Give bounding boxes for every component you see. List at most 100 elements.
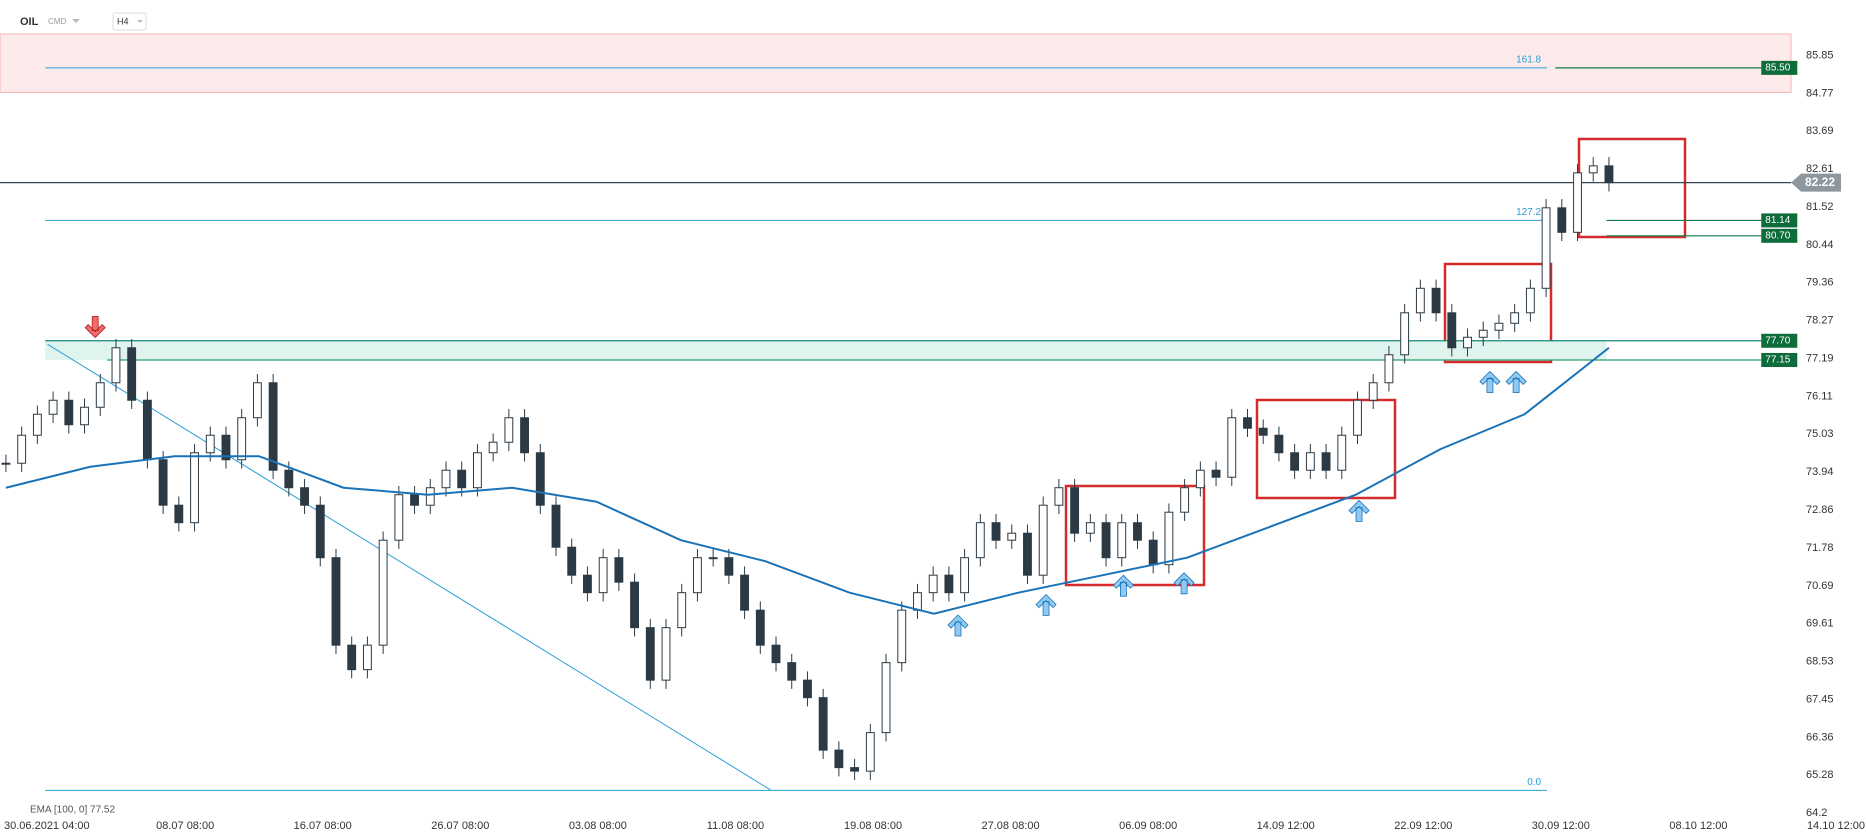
candle [221, 434, 231, 461]
y-tick-label: 71.78 [1806, 542, 1834, 554]
resistance-zone [0, 33, 1792, 93]
y-tick-label: 77.19 [1806, 353, 1834, 365]
candle [394, 494, 404, 541]
candle [1290, 452, 1300, 471]
y-tick-label: 82.61 [1806, 163, 1834, 175]
annotation-box [1255, 398, 1397, 500]
candle [1478, 329, 1488, 338]
x-tick-label: 22.09 12:00 [1394, 820, 1452, 832]
candle [17, 434, 27, 464]
candle [755, 609, 765, 646]
candle [127, 347, 137, 401]
candle [362, 644, 372, 671]
candle [1133, 522, 1142, 541]
candle [897, 609, 907, 664]
candle [1148, 539, 1158, 566]
level-tag [1761, 60, 1798, 75]
candle [1, 462, 11, 465]
candle [457, 469, 467, 489]
candle [551, 504, 561, 548]
candle [913, 592, 922, 611]
candle [1557, 207, 1567, 233]
y-tick-label: 64.2 [1806, 807, 1827, 819]
candle [80, 406, 89, 426]
candle [1117, 522, 1127, 559]
candle [787, 662, 797, 681]
candle [567, 546, 577, 576]
candle [803, 679, 812, 699]
y-tick-label: 81.52 [1806, 201, 1834, 213]
candle [237, 417, 247, 461]
candle [771, 644, 781, 664]
level-tag [1761, 228, 1798, 243]
candle [95, 382, 105, 408]
y-tick-label: 72.86 [1806, 504, 1834, 516]
candle [472, 452, 482, 489]
candle [740, 574, 750, 611]
level-tag [1761, 353, 1798, 368]
candle [850, 767, 860, 772]
interval-button[interactable] [112, 12, 147, 31]
y-tick-label: 84.77 [1806, 87, 1834, 99]
level-tag [1761, 333, 1798, 348]
candle [881, 662, 891, 734]
candle [315, 504, 325, 559]
candle [724, 557, 734, 576]
ema-line [5, 346, 1610, 615]
candle [284, 469, 294, 489]
y-tick-label: 70.69 [1806, 580, 1834, 592]
buy-arrow [947, 614, 969, 637]
candle [158, 459, 168, 506]
candle [1211, 469, 1221, 478]
level-label: 77.70 [1765, 335, 1790, 346]
y-tick-label: 79.36 [1806, 277, 1834, 289]
ema-legend: EMA [100, 0] 77.52 [30, 805, 115, 816]
candle [205, 434, 215, 454]
candle [378, 539, 388, 646]
y-tick-label: 73.94 [1806, 466, 1834, 478]
candle [1258, 427, 1268, 436]
candle [1384, 354, 1394, 384]
candle [1415, 287, 1425, 314]
candle [1164, 511, 1174, 566]
candle [1604, 165, 1614, 184]
x-tick-label: 30.09 12:00 [1532, 820, 1590, 832]
annotation-box [1064, 484, 1206, 587]
candle [661, 627, 671, 681]
buy-arrow [1112, 574, 1134, 597]
level-label: 80.70 [1765, 230, 1790, 241]
candle [1541, 207, 1551, 289]
candle [1431, 287, 1441, 314]
trend-line [47, 343, 772, 791]
dropdown-icon[interactable] [137, 20, 143, 23]
buy-arrow [1035, 593, 1057, 616]
level-label: 85.50 [1765, 63, 1790, 74]
x-tick-label: 30.06.2021 04:00 [4, 820, 90, 832]
y-tick-label: 65.28 [1806, 769, 1834, 781]
candle [331, 557, 341, 646]
dropdown-icon[interactable] [72, 19, 80, 23]
candle [268, 382, 278, 471]
y-tick-label: 85.85 [1806, 50, 1834, 62]
candle [693, 557, 702, 594]
candle [1023, 532, 1032, 576]
symbol[interactable]: OIL [20, 16, 39, 28]
candle [1180, 487, 1190, 513]
y-tick-label: 76.11 [1806, 390, 1833, 402]
x-tick-label: 19.08 08:00 [844, 820, 902, 832]
candle [1337, 434, 1347, 471]
candle [975, 522, 985, 559]
current-price-tag [1791, 173, 1841, 192]
candle [1085, 522, 1095, 534]
candle [1368, 382, 1378, 401]
candle [48, 399, 58, 415]
buy-arrow [1348, 499, 1370, 522]
x-tick-label: 11.08 08:00 [707, 820, 764, 832]
interval[interactable]: H4 [117, 16, 129, 26]
candle [928, 574, 938, 594]
candle [142, 399, 152, 461]
annotation-box [1443, 262, 1553, 364]
y-tick-label: 67.45 [1806, 693, 1834, 705]
candle [1353, 399, 1362, 436]
